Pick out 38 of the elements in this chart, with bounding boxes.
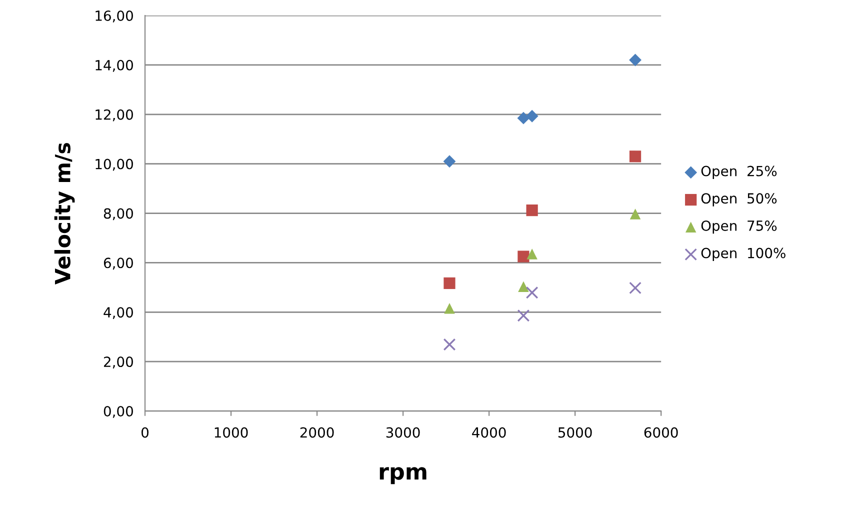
point (518, 281, 529, 292)
legend-label: Open 75% (701, 220, 777, 234)
legend-label: Open 25% (701, 166, 777, 179)
point (630, 208, 641, 220)
x-tick-label: 4000 (472, 427, 506, 438)
x-tick-label: 2000 (300, 427, 334, 438)
y-tick-label: 6,00 (104, 258, 133, 270)
x-tick-label: 1000 (214, 427, 248, 438)
y-tick-label: 0,00 (104, 406, 133, 418)
y-tick-label: 2,00 (104, 356, 133, 368)
point (526, 110, 538, 122)
point (526, 286, 538, 299)
point (444, 277, 456, 290)
point (629, 282, 642, 294)
x-tick-label: 6000 (644, 427, 678, 438)
x-axis-title: rpm (380, 467, 426, 484)
x-tick-label: 5000 (558, 427, 592, 438)
y-tick-label: 4,00 (104, 307, 133, 320)
point (629, 150, 642, 162)
y-tick-label: 8,00 (104, 208, 133, 220)
point (443, 155, 456, 168)
x-tick-label: 3000 (386, 427, 420, 438)
point (526, 248, 538, 260)
y-tick-label: 12,00 (96, 109, 133, 122)
point (526, 204, 538, 216)
point (443, 338, 456, 351)
y-axis-title: Velocity m/s (54, 142, 75, 284)
point (629, 54, 642, 66)
point (517, 309, 530, 322)
y-tick-label: 16,00 (96, 10, 133, 22)
y-tick-label: 14,00 (96, 60, 133, 72)
point (444, 303, 455, 314)
legend-label: Open 100% (701, 248, 786, 261)
point (517, 112, 530, 124)
legend-label: Open 50% (701, 193, 777, 206)
y-tick-label: 10,00 (96, 158, 133, 171)
x-tick-label: 0 (142, 427, 149, 438)
point (518, 250, 530, 262)
